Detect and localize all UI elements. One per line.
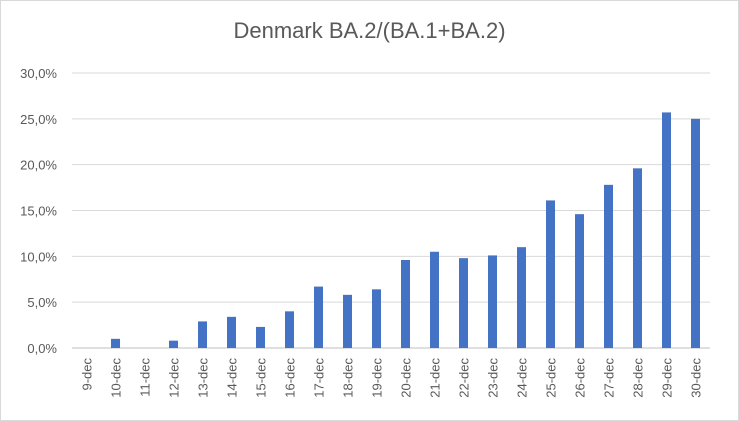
x-tick-label: 25-dec [544,358,559,398]
bar [575,214,584,348]
x-tick-label: 12-dec [167,358,182,398]
x-tick-label: 17-dec [312,358,327,398]
y-tick-label: 10,0% [20,249,57,264]
y-tick-label: 15,0% [20,204,57,219]
bar [604,184,613,348]
bar [227,316,236,348]
y-tick-label: 0,0% [27,341,57,356]
x-tick-label: 21-dec [428,358,443,398]
bar [517,247,526,348]
x-tick-label: 18-dec [341,358,356,398]
gridlines [72,72,710,349]
x-tick-label: 27-dec [602,358,617,398]
x-tick-label: 20-dec [399,358,414,398]
bar [372,289,381,348]
x-tick-label: 22-dec [457,358,472,398]
bar [111,338,120,348]
bar [343,294,352,348]
x-axis-ticks: 9-dec 10-dec 11-dec 12-dec 13-dec 14-dec 15-de… [80,358,704,398]
bar [488,255,497,348]
bars [111,112,700,349]
y-tick-label: 5,0% [27,295,57,310]
bar [633,168,642,348]
y-axis-ticks: 0,0% 5,0% 10,0% 15,0% 20,0% 25,0% 30,0% [20,66,57,356]
x-tick-label: 11-dec [138,358,153,397]
bar [691,118,700,348]
x-tick-label: 15-dec [254,358,269,398]
bar [401,260,410,348]
x-tick-label: 16-dec [283,358,298,398]
x-tick-label: 23-dec [486,358,501,398]
x-tick-label: 14-dec [225,358,240,398]
bar [285,311,294,348]
x-tick-label: 28-dec [631,358,646,398]
bar [459,258,468,348]
x-tick-label: 19-dec [370,358,385,398]
bar [662,112,671,349]
bar [314,286,323,348]
y-tick-label: 20,0% [20,158,57,173]
y-tick-label: 30,0% [20,66,57,81]
bar [430,251,439,348]
bar [169,340,178,348]
x-tick-label: 29-dec [660,358,675,398]
x-tick-label: 10-dec [109,358,124,398]
bar [198,321,207,348]
x-tick-label: 13-dec [196,358,211,398]
x-tick-label: 24-dec [515,358,530,398]
chart-title: Denmark BA.2/(BA.1+BA.2) [233,18,506,43]
x-tick-label: 26-dec [573,358,588,398]
y-tick-label: 25,0% [20,112,57,127]
x-tick-label: 9-dec [80,358,95,391]
bar [256,326,265,348]
bar [546,200,555,348]
x-tick-label: 30-dec [689,358,704,398]
